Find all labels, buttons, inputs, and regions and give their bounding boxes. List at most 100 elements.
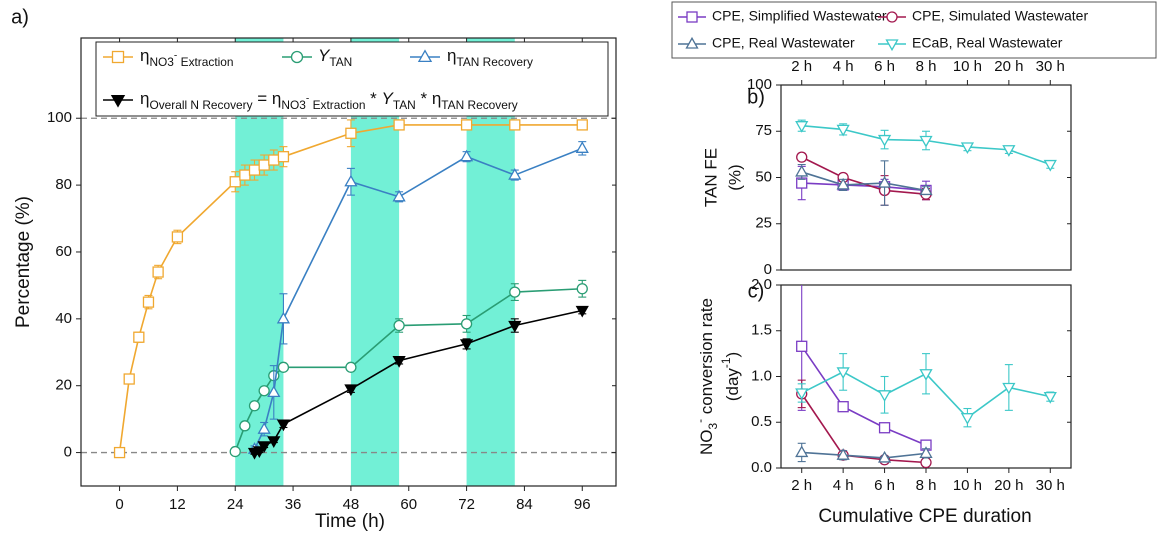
y-tick-label: 40 bbox=[55, 310, 72, 327]
y-tick-label: 1.5 bbox=[751, 322, 772, 339]
marker bbox=[575, 141, 589, 153]
text-run: Y bbox=[382, 89, 395, 108]
text-run: TAN bbox=[393, 98, 416, 112]
y-axis-label: (%) bbox=[725, 164, 744, 190]
marker bbox=[276, 311, 291, 324]
text-run: η bbox=[140, 46, 149, 65]
panel-label: b) bbox=[747, 86, 765, 108]
y-axis-label: Percentage (%) bbox=[13, 196, 34, 328]
y-tick-label: 80 bbox=[55, 176, 72, 193]
x-tick-label: 60 bbox=[400, 496, 417, 513]
marker bbox=[123, 373, 135, 385]
marker bbox=[576, 119, 588, 131]
text-run: Extraction bbox=[177, 55, 233, 69]
legend-label: CPE, Real Wastewater bbox=[712, 35, 855, 51]
marker bbox=[836, 124, 850, 137]
series-line bbox=[801, 345, 927, 446]
x-tick-label: 10 h bbox=[953, 477, 982, 494]
text-run: Extraction bbox=[309, 98, 365, 112]
marker bbox=[919, 183, 933, 196]
panel-label: a) bbox=[11, 6, 29, 28]
text-run: TAN bbox=[329, 55, 352, 69]
marker bbox=[837, 401, 849, 413]
x-tick-label: 20 h bbox=[994, 58, 1023, 75]
y-tick-label: 50 bbox=[755, 168, 772, 185]
marker bbox=[836, 448, 850, 460]
y-axis-label: NO3- conversion rate bbox=[693, 298, 720, 455]
text-run: TAN Recovery bbox=[441, 98, 517, 112]
marker bbox=[248, 400, 261, 412]
series-line bbox=[801, 171, 927, 192]
marker bbox=[878, 422, 891, 434]
legend-label: CPE, Simulated Wastewater bbox=[912, 8, 1088, 24]
text-run: * η bbox=[416, 89, 442, 108]
marker bbox=[344, 384, 358, 397]
marker bbox=[460, 318, 473, 330]
x-tick-label: 10 h bbox=[953, 58, 982, 75]
x-tick-label: 4 h bbox=[833, 477, 854, 494]
marker bbox=[110, 94, 126, 108]
x-tick-label: 8 h bbox=[916, 477, 937, 494]
marker bbox=[1002, 382, 1016, 395]
marker bbox=[248, 164, 261, 176]
marker bbox=[460, 119, 473, 131]
text-run: conversion rate bbox=[697, 298, 716, 419]
legend-box bbox=[95, 41, 609, 117]
text-run: η bbox=[140, 89, 149, 108]
marker bbox=[258, 159, 270, 171]
x-axis-label: Cumulative CPE duration bbox=[818, 506, 1031, 527]
text-run: NO bbox=[697, 430, 716, 456]
marker bbox=[459, 149, 474, 162]
text-run: -1 bbox=[719, 357, 733, 368]
x-tick-label: 84 bbox=[516, 496, 533, 513]
legend-label: ηNO3- Extraction bbox=[140, 46, 234, 69]
y-tick-label: 60 bbox=[55, 243, 72, 260]
marker bbox=[267, 436, 281, 448]
legend-label: ηOverall N Recovery = ηNO3- Extraction *… bbox=[140, 89, 518, 112]
marker bbox=[267, 385, 281, 398]
marker bbox=[417, 49, 433, 63]
text-run: - bbox=[693, 419, 707, 423]
marker bbox=[1002, 145, 1016, 157]
marker bbox=[111, 50, 125, 64]
y-tick-label: 100 bbox=[747, 76, 772, 93]
marker bbox=[508, 168, 522, 180]
y-axis-label: TAN FE bbox=[701, 148, 720, 207]
x-tick-label: 8 h bbox=[916, 58, 937, 75]
marker bbox=[1043, 159, 1057, 172]
y-tick-label: 20 bbox=[55, 377, 72, 394]
text-run: = η bbox=[253, 89, 282, 108]
marker bbox=[920, 456, 932, 469]
marker bbox=[113, 446, 126, 459]
marker bbox=[919, 369, 933, 381]
marker bbox=[276, 419, 291, 432]
x-tick-label: 6 h bbox=[874, 58, 895, 75]
series-line bbox=[801, 393, 927, 464]
marker bbox=[229, 445, 241, 458]
text-run: NO3 bbox=[149, 55, 174, 69]
marker bbox=[877, 390, 892, 402]
marker bbox=[152, 266, 164, 278]
y-tick-label: 1.0 bbox=[751, 367, 772, 384]
y-axis-label: (day-1) bbox=[719, 352, 742, 401]
marker bbox=[795, 121, 809, 133]
x-axis-label: Time (h) bbox=[315, 511, 385, 532]
panel-label: c) bbox=[748, 280, 765, 302]
marker bbox=[252, 446, 266, 458]
marker bbox=[277, 361, 290, 373]
marker bbox=[576, 283, 588, 295]
x-tick-label: 72 bbox=[458, 496, 475, 513]
marker bbox=[239, 169, 251, 181]
legend-label: ECaB, Real Wastewater bbox=[912, 35, 1063, 51]
x-tick-label: 24 bbox=[227, 496, 244, 513]
y-tick-label: 2.0 bbox=[751, 276, 772, 293]
marker bbox=[277, 151, 290, 163]
marker bbox=[393, 119, 405, 131]
x-tick-label: 96 bbox=[574, 496, 591, 513]
text-run: - bbox=[306, 93, 309, 104]
marker bbox=[459, 339, 474, 351]
x-tick-label: 36 bbox=[285, 496, 302, 513]
series-line bbox=[801, 451, 927, 459]
marker bbox=[509, 286, 521, 298]
legend-box bbox=[671, 1, 1157, 59]
